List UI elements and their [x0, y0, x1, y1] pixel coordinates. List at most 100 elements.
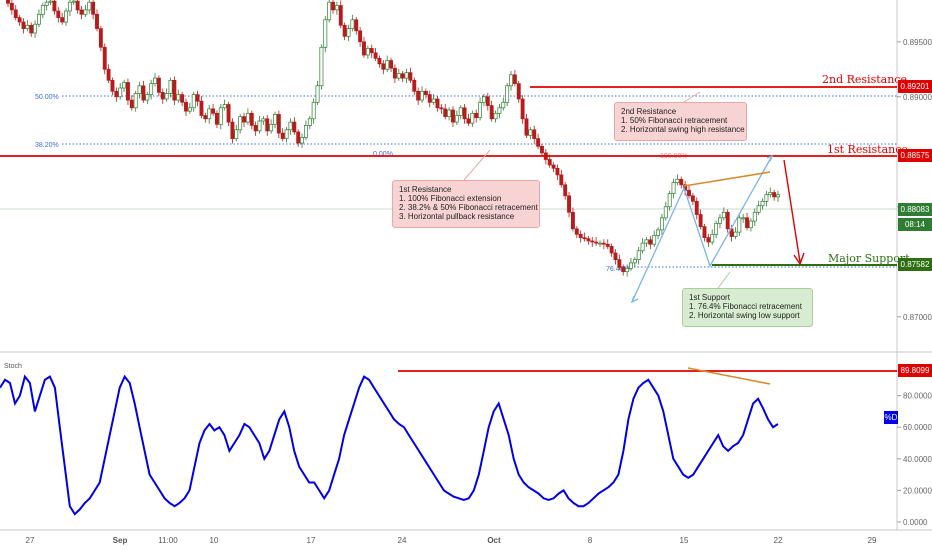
candle: [598, 240, 602, 247]
candle-body: [590, 240, 595, 243]
candle-body: [33, 23, 38, 34]
candle-body: [6, 0, 10, 4]
candle: [776, 190, 780, 202]
candle: [265, 114, 270, 136]
candle-body: [567, 195, 572, 213]
candle-body: [98, 28, 103, 48]
candle-body: [497, 107, 502, 114]
candle-body: [451, 109, 455, 123]
candle: [574, 226, 579, 239]
candle: [56, 7, 61, 23]
fib-label: 50.00%: [35, 94, 59, 101]
stoch-tick-label: 80.0000: [903, 392, 932, 401]
candle-body: [551, 164, 556, 169]
candle-body: [354, 19, 359, 32]
candle: [98, 25, 103, 52]
note-connector: [717, 271, 731, 289]
candle: [60, 12, 65, 25]
candle: [756, 200, 761, 216]
candle: [125, 78, 130, 106]
candle: [485, 92, 490, 111]
candle-body: [636, 250, 641, 260]
candle: [87, 0, 92, 14]
candle: [280, 128, 285, 142]
candle: [48, 0, 53, 5]
candle: [733, 227, 738, 240]
candle-body: [331, 1, 335, 11]
candle-body: [87, 1, 92, 11]
candle-body: [776, 194, 780, 198]
candle-body: [191, 94, 196, 109]
candle: [17, 14, 22, 26]
candle-body: [207, 108, 212, 120]
candle-body: [79, 9, 84, 15]
candle-body: [261, 118, 266, 122]
first-resistance-label: 1st Resistance: [827, 143, 908, 156]
price-tag-current: 0.88083: [898, 203, 932, 216]
stochastic-pane: Stoch: [0, 363, 897, 516]
harmonic-pattern-path: [631, 155, 773, 303]
candle-body: [52, 0, 57, 12]
candle: [369, 44, 374, 58]
candle: [385, 55, 390, 73]
candle-body: [598, 242, 602, 245]
candle: [462, 103, 467, 124]
price-tick-label: 0.89000: [903, 93, 932, 102]
candle-body: [586, 238, 591, 242]
candle-body: [245, 112, 250, 123]
candle-body: [632, 259, 637, 264]
candle-body: [373, 52, 378, 59]
candle: [164, 88, 169, 102]
candle-body: [540, 145, 544, 154]
candle: [338, 0, 343, 29]
candle-body: [478, 101, 483, 119]
candle: [694, 197, 699, 220]
stoch-trend-line: [687, 367, 771, 385]
candle-body: [129, 99, 134, 109]
candle-body: [501, 101, 506, 109]
candle-body: [570, 211, 575, 230]
candle: [187, 102, 192, 114]
candle-body: [323, 19, 328, 48]
candle: [582, 232, 587, 242]
candle-body: [768, 192, 773, 196]
candle-body: [547, 159, 552, 166]
candle-body: [64, 10, 68, 23]
candle: [292, 117, 297, 135]
price-tick-label: 0.89500: [903, 38, 932, 47]
candle: [698, 209, 703, 230]
candle-body: [280, 132, 285, 139]
candle: [331, 0, 335, 14]
note-line: 1. 76.4% Fibonacci retracement: [689, 302, 802, 311]
pattern-arrowhead: [766, 154, 774, 162]
candle: [257, 116, 262, 134]
candle-body: [56, 10, 61, 18]
time-tick-label: 11:00: [158, 536, 178, 545]
candle: [288, 118, 293, 135]
candle: [590, 237, 595, 247]
candle-body: [582, 237, 587, 240]
note-line: 3. Horizontal pullback resistance: [399, 212, 515, 221]
candle-body: [559, 174, 564, 186]
candle: [540, 143, 544, 157]
time-tick-label: 22: [774, 536, 783, 545]
candle: [242, 112, 246, 128]
note-line: 1. 100% Fibonacci extension: [399, 194, 502, 203]
candle: [644, 237, 649, 247]
candle: [160, 88, 165, 104]
candle-body: [253, 125, 258, 132]
candle-body: [400, 73, 405, 79]
candle: [303, 120, 308, 141]
candle-body: [447, 109, 452, 117]
candle-body: [698, 214, 703, 227]
candle-body: [640, 242, 645, 252]
candle: [354, 17, 359, 35]
candle-body: [114, 90, 119, 98]
candle-body: [470, 112, 475, 124]
candle: [180, 91, 185, 107]
candle-body: [439, 107, 444, 110]
candle: [412, 77, 417, 96]
candle-body: [536, 138, 541, 147]
candle: [671, 178, 676, 199]
